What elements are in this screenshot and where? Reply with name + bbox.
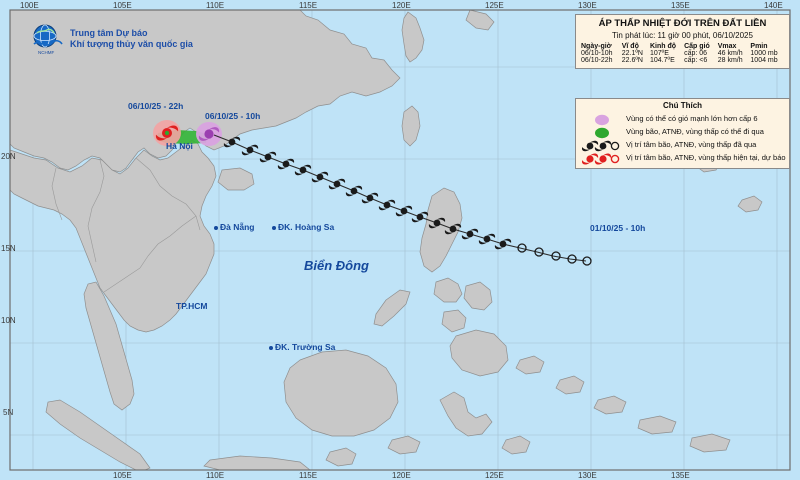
past-position-markers xyxy=(223,136,512,250)
cell-lat: 22.1ºN xyxy=(621,49,643,57)
past-position-icons xyxy=(581,139,622,151)
col-datetime: Ngày-giờ xyxy=(581,42,612,50)
legend-label-past-positions: Vị trí tâm bão, ATNĐ, vùng thấp đã qua xyxy=(626,140,757,149)
wind-area-swatch xyxy=(582,113,622,125)
sea-label-bien-dong: Biển Đông xyxy=(304,258,369,273)
cell-lon: 107ºE xyxy=(650,49,669,57)
lat-label-0: 20N xyxy=(1,152,16,161)
lon-label-top-3: 115E xyxy=(299,1,318,10)
low-pressure-markers xyxy=(517,243,592,266)
city-label-truongsa-text: ĐK. Trường Sa xyxy=(275,342,336,352)
current-position-markers xyxy=(155,125,220,141)
city-label-tphcm-text: TP.HCM xyxy=(176,301,208,311)
cell-lat: 22.6ºN xyxy=(621,56,643,64)
cell-datetime: 06/10-22h xyxy=(581,56,613,64)
cell-cap: cấp: <6 xyxy=(684,56,708,64)
city-label-danang: Đà Nẵng xyxy=(214,222,254,232)
bulletin-time: Tin phát lúc: 11 giờ 00 phút, 06/10/2025 xyxy=(612,30,753,40)
table-header-row: Ngày-giờ Vĩ độ Kinh độ Cấp gió Vmax Pmin xyxy=(580,43,785,50)
legend-label-current-positions: Vị trí tâm bão, ATNĐ, vùng thấp hiện tại… xyxy=(626,153,786,162)
lon-label-bottom-6: 135E xyxy=(671,471,690,480)
table-row: 06/10-10h 22.1ºN 107ºE cấp: 06 46 km/h 1… xyxy=(580,50,785,57)
city-dot-icon xyxy=(214,225,218,230)
track-label-1: 06/10/25 - 10h xyxy=(205,111,261,121)
city-label-hoangsa: ĐK. Hoàng Sa xyxy=(272,222,334,232)
legend-title: Chú Thích xyxy=(662,101,703,110)
city-label-hanoi: Hà Nội xyxy=(166,141,193,151)
svg-text:NCHMF: NCHMF xyxy=(38,50,54,55)
map-frame xyxy=(9,9,791,471)
lon-label-top-6: 130E xyxy=(578,1,597,10)
agency-branding: NCHMF Trung tâm Dự báo Khí tượng thủy vă… xyxy=(30,22,193,56)
storm-area-swatch xyxy=(582,126,622,138)
lon-label-top-1: 105E xyxy=(113,1,132,10)
col-pmin: Pmin xyxy=(750,42,768,50)
storm-info-panel: ÁP THẤP NHIỆT ĐỚI TRÊN ĐẤT LIỀN Tin phát… xyxy=(575,14,790,69)
legend-item-storm-area: Vùng bão, ATNĐ, vùng thấp có thể đi qua xyxy=(576,125,789,138)
col-cap: Cấp gió xyxy=(684,42,710,50)
storm-positions-table: Ngày-giờ Vĩ độ Kinh độ Cấp gió Vmax Pmin… xyxy=(580,43,785,64)
lat-label-3: 5N xyxy=(3,408,14,417)
track-label-2: 01/10/25 - 10h xyxy=(590,223,646,233)
cell-vmax: 46 km/h xyxy=(717,49,743,57)
cell-datetime: 06/10-10h xyxy=(581,49,613,57)
agency-name: Trung tâm Dự báo Khí tượng thủy văn quốc… xyxy=(70,28,193,51)
cell-pmin: 1000 mb xyxy=(750,49,778,57)
lon-label-bottom-2: 115E xyxy=(299,471,318,480)
lon-label-top-5: 125E xyxy=(485,1,504,10)
lon-label-bottom-3: 120E xyxy=(392,471,411,480)
col-lon: Kinh độ xyxy=(650,42,677,50)
legend-item-wind-area: Vùng có thể có gió mạnh lớn hơn cấp 6 xyxy=(576,112,789,125)
cell-pmin: 1004 mb xyxy=(750,56,778,64)
city-label-danang-text: Đà Nẵng xyxy=(220,222,255,232)
lon-label-bottom-5: 130E xyxy=(578,471,597,480)
lon-label-bottom-4: 125E xyxy=(485,471,504,480)
table-row: 06/10-22h 22.6ºN 104.7ºE cấp: <6 28 km/h… xyxy=(580,57,785,64)
track-label-0: 06/10/25 - 22h xyxy=(128,101,184,111)
agency-name-line2: Khí tượng thủy văn quốc gia xyxy=(70,39,193,49)
lon-label-bottom-0: 105E xyxy=(113,471,132,480)
landmass-shapes xyxy=(10,10,763,470)
legend-label-storm-area: Vùng bão, ATNĐ, vùng thấp có thể đi qua xyxy=(626,127,764,136)
lat-label-2: 10N xyxy=(1,316,16,325)
country-borders xyxy=(51,157,201,293)
city-dot-icon xyxy=(272,225,276,230)
cell-lon: 104.7ºE xyxy=(650,56,675,64)
lon-label-bottom-1: 110E xyxy=(206,471,225,480)
city-label-truongsa: ĐK. Trường Sa xyxy=(269,342,335,352)
legend-label-wind-area: Vùng có thể có gió mạnh lớn hơn cấp 6 xyxy=(626,114,758,123)
cell-cap: cấp: 06 xyxy=(684,49,708,57)
legend-item-current-positions: Vị trí tâm bão, ATNĐ, vùng thấp hiện tại… xyxy=(576,151,789,165)
lon-label-top-0: 100E xyxy=(20,1,39,10)
lon-label-top-7: 135E xyxy=(671,1,690,10)
lat-label-1: 15N xyxy=(1,244,16,253)
lon-label-top-8: 140E xyxy=(764,1,783,10)
lon-label-top-2: 110E xyxy=(206,1,225,10)
col-lat: Vĩ độ xyxy=(621,42,639,50)
city-dot-icon xyxy=(269,345,273,350)
city-label-hoangsa-text: ĐK. Hoàng Sa xyxy=(278,222,335,232)
storm-title: ÁP THẤP NHIỆT ĐỚI TRÊN ĐẤT LIỀN xyxy=(576,15,789,30)
legend-panel: Chú Thích Vùng có thể có gió mạnh lớn hơ… xyxy=(575,98,790,169)
col-vmax: Vmax xyxy=(717,42,737,50)
globe-logo-icon: NCHMF xyxy=(30,22,64,56)
cell-vmax: 28 km/h xyxy=(717,56,743,64)
city-label-hanoi-text: Hà Nội xyxy=(166,141,193,151)
storm-track-line xyxy=(213,134,587,262)
agency-name-line1: Trung tâm Dự báo xyxy=(70,27,148,38)
legend-item-past-positions: Vị trí tâm bão, ATNĐ, vùng thấp đã qua xyxy=(576,138,789,151)
city-label-tphcm: TP.HCM xyxy=(176,301,208,311)
current-forecast-icons xyxy=(581,152,622,165)
lon-label-top-4: 120E xyxy=(392,1,411,10)
